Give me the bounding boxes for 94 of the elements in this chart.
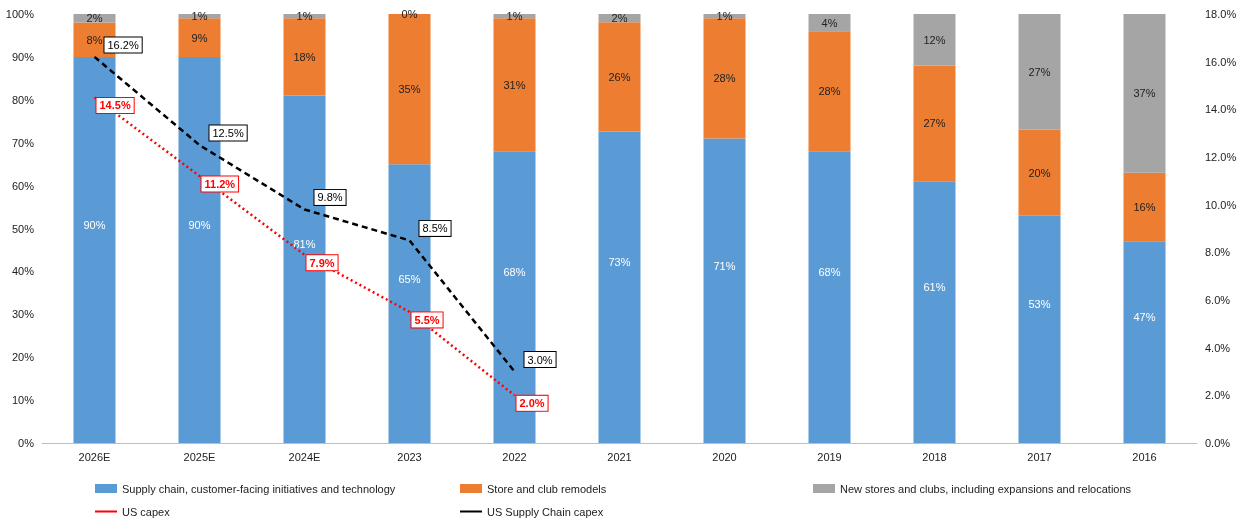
y2-tick-label: 12.0%: [1205, 151, 1237, 163]
data-label: 8%: [86, 33, 103, 46]
y-tick-label: 50%: [11, 222, 35, 235]
data-label: 8.5%: [422, 222, 448, 235]
bar: [1018, 14, 1061, 130]
y2-tick-label: 4.0%: [1205, 341, 1231, 354]
x-tick-label: 2024E: [288, 450, 321, 463]
data-label: 28%: [818, 85, 841, 98]
y-tick-label: 80%: [11, 93, 35, 106]
y-tick-label: 20%: [11, 351, 35, 364]
bar: [283, 18, 326, 96]
x-tick-label: 2020: [712, 450, 737, 463]
data-label: 2%: [86, 12, 103, 25]
data-label: 90%: [188, 218, 211, 231]
data-label: 18%: [293, 50, 316, 63]
data-label: 26%: [608, 70, 631, 83]
bar: [913, 181, 956, 443]
bar: [598, 131, 641, 443]
x-tick-label: 2019: [817, 450, 842, 463]
y2-tick-label: 2.0%: [1205, 389, 1231, 402]
data-label: 28%: [713, 72, 736, 85]
y-tick-label: 70%: [11, 136, 35, 149]
legend-label: Supply chain, customer-facing initiatives and technology: [122, 482, 396, 495]
data-label: 16.2%: [107, 38, 139, 51]
bar: [808, 31, 851, 152]
y2-tick-label: 18.0%: [1205, 8, 1237, 20]
y-tick-label: 90%: [11, 50, 35, 63]
data-label: 81%: [293, 238, 316, 251]
bar: [493, 18, 536, 152]
legend-label: US capex: [122, 505, 171, 518]
y2-tick-label: 8.0%: [1205, 246, 1231, 259]
data-label: 5.5%: [414, 313, 440, 326]
data-label: 27%: [1028, 65, 1051, 78]
x-tick-label: 2026E: [78, 450, 111, 463]
x-tick-label: 2016: [1132, 450, 1157, 463]
legend-label: Store and club remodels: [487, 482, 607, 495]
y-tick-label: 30%: [11, 308, 35, 321]
data-label: 2%: [611, 12, 628, 25]
bar: [913, 65, 956, 182]
data-label: 11.2%: [204, 178, 236, 191]
data-label: 16%: [1133, 201, 1156, 214]
x-tick-label: 2023: [397, 450, 422, 463]
bar: [598, 22, 641, 132]
data-label: 2.0%: [519, 397, 545, 410]
data-label: 53%: [1028, 298, 1051, 311]
bar: [1018, 215, 1061, 443]
data-label: 37%: [1133, 87, 1156, 100]
data-label: 4%: [821, 16, 838, 29]
data-label: 68%: [818, 266, 841, 279]
data-label: 9%: [191, 31, 208, 44]
bar: [1123, 172, 1166, 242]
y-tick-label: 100%: [5, 8, 35, 20]
y2-tick-label: 14.0%: [1205, 103, 1237, 116]
data-label: 12.5%: [212, 127, 244, 140]
bar: [808, 151, 851, 443]
data-label: 35%: [398, 83, 421, 96]
x-tick-label: 2018: [922, 450, 947, 463]
data-label: 68%: [503, 266, 526, 279]
bar: [913, 14, 956, 66]
x-tick-label: 2025E: [183, 450, 216, 463]
data-label: 71%: [713, 259, 736, 272]
bar: [703, 18, 746, 139]
y-tick-label: 10%: [11, 394, 35, 407]
data-label: 65%: [398, 272, 421, 285]
bar: [1018, 129, 1061, 216]
data-label: 61%: [923, 281, 946, 294]
data-label: 73%: [608, 256, 631, 269]
data-label: 90%: [83, 218, 106, 231]
bar: [1123, 14, 1166, 173]
data-label: 7.9%: [309, 256, 335, 269]
bar: [1123, 241, 1166, 443]
bar: [703, 138, 746, 443]
legend-label: US Supply Chain capex: [487, 505, 604, 518]
y2-tick-label: 6.0%: [1205, 294, 1231, 306]
data-label: 3.0%: [527, 353, 553, 366]
legend-label: New stores and clubs, including expansions and relocations: [840, 482, 1132, 495]
x-tick-label: 2021: [607, 450, 632, 463]
y-tick-label: 0%: [18, 437, 35, 449]
data-label: 27%: [923, 117, 946, 130]
bar: [178, 18, 221, 57]
data-label: 20%: [1028, 166, 1051, 179]
x-tick-label: 2022: [502, 450, 527, 463]
y2-tick-label: 16.0%: [1205, 55, 1237, 68]
data-label: 12%: [923, 33, 946, 46]
data-label: 47%: [1133, 311, 1156, 324]
y2-tick-label: 0.0%: [1205, 437, 1231, 449]
data-label: 0%: [401, 8, 418, 20]
y-tick-label: 60%: [11, 179, 35, 192]
x-tick-label: 2017: [1027, 450, 1052, 463]
data-label: 9.8%: [317, 191, 343, 204]
y2-tick-label: 10.0%: [1205, 198, 1237, 211]
data-label: 14.5%: [99, 99, 131, 112]
y-tick-label: 40%: [11, 265, 35, 278]
data-label: 31%: [503, 78, 526, 91]
